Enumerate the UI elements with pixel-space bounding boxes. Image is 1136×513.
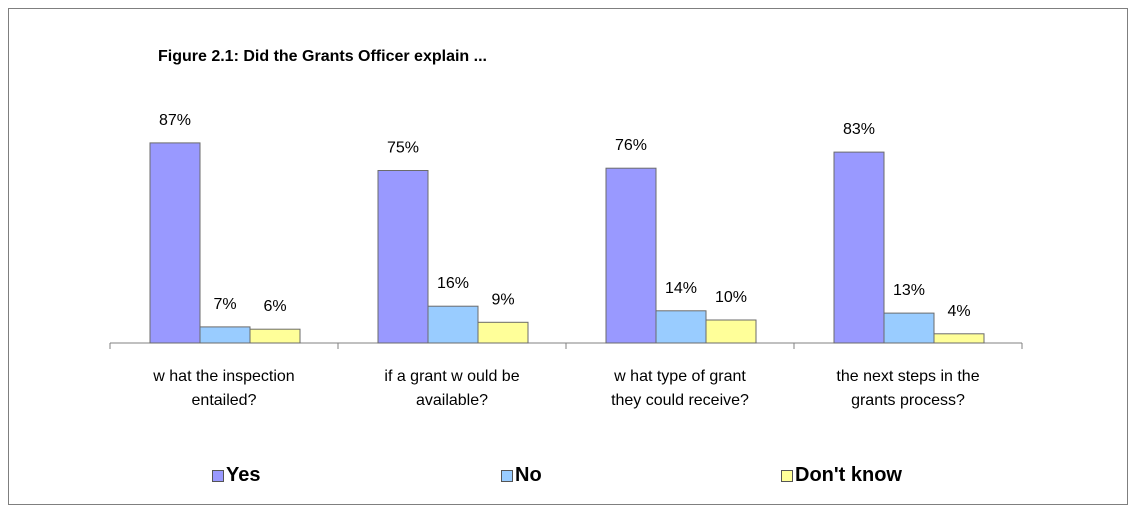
bar-don-t-know-4 bbox=[933, 333, 985, 344]
legend-label: Yes bbox=[226, 464, 261, 486]
bar-don-t-know-1 bbox=[249, 328, 301, 344]
legend-item-no: No bbox=[501, 464, 542, 487]
data-label: 6% bbox=[263, 298, 286, 315]
bar-no-4 bbox=[883, 312, 935, 344]
legend-item-don-t-know: Don't know bbox=[781, 464, 902, 487]
data-label: 4% bbox=[947, 303, 970, 320]
category-label: the next steps in the grants process? bbox=[794, 365, 1022, 413]
legend-swatch bbox=[212, 469, 224, 482]
data-label: 7% bbox=[213, 296, 236, 313]
bar-yes-1 bbox=[149, 142, 201, 344]
bar-don-t-know-3 bbox=[705, 319, 757, 344]
bar-no-3 bbox=[655, 310, 707, 344]
data-label: 14% bbox=[665, 280, 697, 297]
data-label: 16% bbox=[437, 275, 469, 292]
bar-yes-2 bbox=[377, 170, 429, 344]
category-label-line: they could receive? bbox=[611, 392, 749, 409]
data-label: 9% bbox=[491, 291, 514, 308]
bar-no-2 bbox=[427, 305, 479, 344]
bar-no-1 bbox=[199, 326, 251, 344]
bar-don-t-know-2 bbox=[477, 321, 529, 344]
bar-yes-3 bbox=[605, 167, 657, 344]
category-label: w hat the inspection entailed? bbox=[110, 365, 338, 413]
category-label-line: grants process? bbox=[851, 392, 965, 409]
category-label-line: available? bbox=[415, 392, 489, 409]
category-label-line: the next steps in the bbox=[836, 368, 980, 385]
data-label: 76% bbox=[615, 137, 647, 154]
category-label-line: if a grant w ould be bbox=[384, 368, 520, 385]
data-label: 87% bbox=[159, 112, 191, 129]
legend-swatch bbox=[501, 469, 513, 482]
data-label: 75% bbox=[387, 140, 419, 157]
legend-label: No bbox=[515, 464, 542, 486]
data-label: 13% bbox=[893, 282, 925, 299]
legend-item-yes: Yes bbox=[212, 464, 260, 487]
data-label: 83% bbox=[843, 121, 875, 138]
category-label: w hat type of grant they could receive? bbox=[566, 365, 794, 413]
category-label-line: entailed? bbox=[191, 392, 257, 409]
chart-title: Figure 2.1: Did the Grants Officer expla… bbox=[158, 48, 487, 65]
bar-yes-4 bbox=[833, 151, 885, 344]
chart-frame bbox=[8, 8, 1128, 505]
category-label-line: w hat type of grant bbox=[614, 368, 746, 385]
legend: Yes No Don't know bbox=[0, 464, 1136, 490]
category-label-line: w hat the inspection bbox=[153, 368, 295, 385]
legend-label: Don't know bbox=[795, 464, 902, 486]
legend-swatch bbox=[781, 469, 793, 482]
data-label: 10% bbox=[715, 289, 747, 306]
category-label: if a grant w ould be available? bbox=[338, 365, 566, 413]
